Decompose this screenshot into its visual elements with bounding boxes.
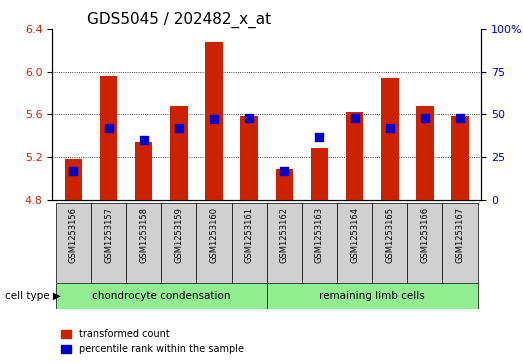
Point xyxy=(315,134,324,139)
FancyBboxPatch shape xyxy=(407,203,442,283)
FancyBboxPatch shape xyxy=(197,203,232,283)
Point xyxy=(69,168,77,174)
Point xyxy=(175,125,183,131)
FancyBboxPatch shape xyxy=(442,203,477,283)
FancyBboxPatch shape xyxy=(56,203,91,283)
Point xyxy=(385,125,394,131)
Point xyxy=(280,168,289,174)
Bar xyxy=(135,142,153,200)
Bar xyxy=(65,159,82,200)
FancyBboxPatch shape xyxy=(91,203,126,283)
Bar xyxy=(276,169,293,200)
Point xyxy=(210,117,218,122)
Text: GSM1253165: GSM1253165 xyxy=(385,207,394,263)
Text: cell type ▶: cell type ▶ xyxy=(5,291,61,301)
FancyBboxPatch shape xyxy=(267,283,477,309)
Point xyxy=(245,115,253,121)
Bar xyxy=(311,148,328,200)
FancyBboxPatch shape xyxy=(161,203,197,283)
Bar xyxy=(346,112,363,200)
Text: GSM1253167: GSM1253167 xyxy=(456,207,464,264)
Text: GDS5045 / 202482_x_at: GDS5045 / 202482_x_at xyxy=(87,12,271,28)
FancyBboxPatch shape xyxy=(372,203,407,283)
Bar xyxy=(170,106,188,200)
Text: GSM1253162: GSM1253162 xyxy=(280,207,289,263)
Legend: transformed count, percentile rank within the sample: transformed count, percentile rank withi… xyxy=(57,326,247,358)
FancyBboxPatch shape xyxy=(232,203,267,283)
Bar xyxy=(205,42,223,200)
Text: GSM1253158: GSM1253158 xyxy=(139,207,148,263)
Point xyxy=(350,115,359,121)
Text: GSM1253156: GSM1253156 xyxy=(69,207,78,263)
FancyBboxPatch shape xyxy=(126,203,161,283)
Text: remaining limb cells: remaining limb cells xyxy=(320,291,425,301)
Text: GSM1253166: GSM1253166 xyxy=(420,207,429,264)
Bar xyxy=(100,76,117,200)
Text: GSM1253159: GSM1253159 xyxy=(174,207,184,263)
Text: GSM1253163: GSM1253163 xyxy=(315,207,324,264)
Text: GSM1253164: GSM1253164 xyxy=(350,207,359,263)
Text: chondrocyte condensation: chondrocyte condensation xyxy=(92,291,231,301)
Bar xyxy=(381,78,399,200)
Point xyxy=(140,137,148,143)
Point xyxy=(456,115,464,121)
Text: GSM1253160: GSM1253160 xyxy=(210,207,219,263)
FancyBboxPatch shape xyxy=(267,203,302,283)
Point xyxy=(105,125,113,131)
FancyBboxPatch shape xyxy=(337,203,372,283)
Text: GSM1253161: GSM1253161 xyxy=(245,207,254,263)
Bar xyxy=(241,117,258,200)
FancyBboxPatch shape xyxy=(56,283,267,309)
Text: GSM1253157: GSM1253157 xyxy=(104,207,113,263)
Bar xyxy=(416,106,434,200)
FancyBboxPatch shape xyxy=(302,203,337,283)
Bar xyxy=(451,117,469,200)
Point xyxy=(420,115,429,121)
